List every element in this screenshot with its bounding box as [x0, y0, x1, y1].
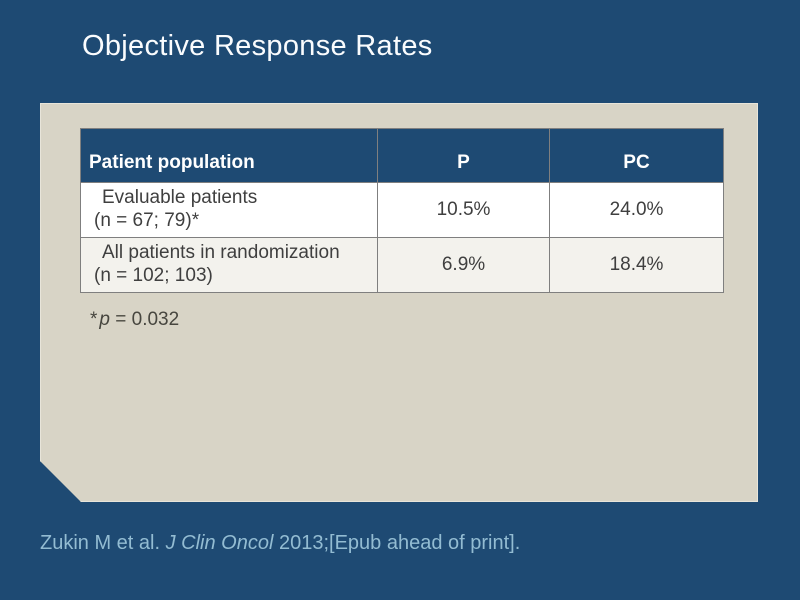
cell-pc-all-patients: 18.4% — [550, 238, 724, 293]
cell-population-all-patients: All patients in randomization (n = 102; … — [81, 238, 378, 293]
population-line1: All patients in randomization — [102, 242, 340, 263]
cell-p-all-patients: 6.9% — [378, 238, 550, 293]
header-cell-p: P — [378, 129, 550, 183]
cell-population-evaluable: Evaluable patients (n = 67; 79)* — [81, 183, 378, 238]
table-header-row: Patient population P PC — [81, 129, 724, 183]
results-table: Patient population P PC Evaluable patien… — [80, 128, 724, 293]
citation-journal: J Clin Oncol — [165, 532, 274, 554]
table-row: All patients in randomization (n = 102; … — [81, 238, 724, 293]
population-line1: Evaluable patients — [102, 187, 258, 208]
citation-rest: 2013;[Epub ahead of print]. — [273, 532, 521, 554]
citation-authors: Zukin M et al. — [40, 532, 166, 554]
citation: Zukin M et al. J Clin Oncol 2013;[Epub a… — [40, 532, 520, 555]
table-row: Evaluable patients (n = 67; 79)* 10.5% 2… — [81, 183, 724, 238]
content-panel: Patient population P PC Evaluable patien… — [40, 103, 758, 502]
footnote-value: = 0.032 — [109, 309, 180, 330]
footnote: * p = 0.032 — [90, 309, 179, 331]
footnote-marker: * — [90, 309, 98, 330]
header-cell-patient-population: Patient population — [81, 129, 378, 183]
cell-p-evaluable: 10.5% — [378, 183, 550, 238]
cell-pc-evaluable: 24.0% — [550, 183, 724, 238]
population-line2: (n = 67; 79)* — [94, 210, 200, 231]
page-title: Objective Response Rates — [82, 30, 433, 62]
population-line2: (n = 102; 103) — [94, 265, 213, 286]
footnote-variable: p — [99, 309, 110, 330]
header-cell-pc: PC — [550, 129, 724, 183]
